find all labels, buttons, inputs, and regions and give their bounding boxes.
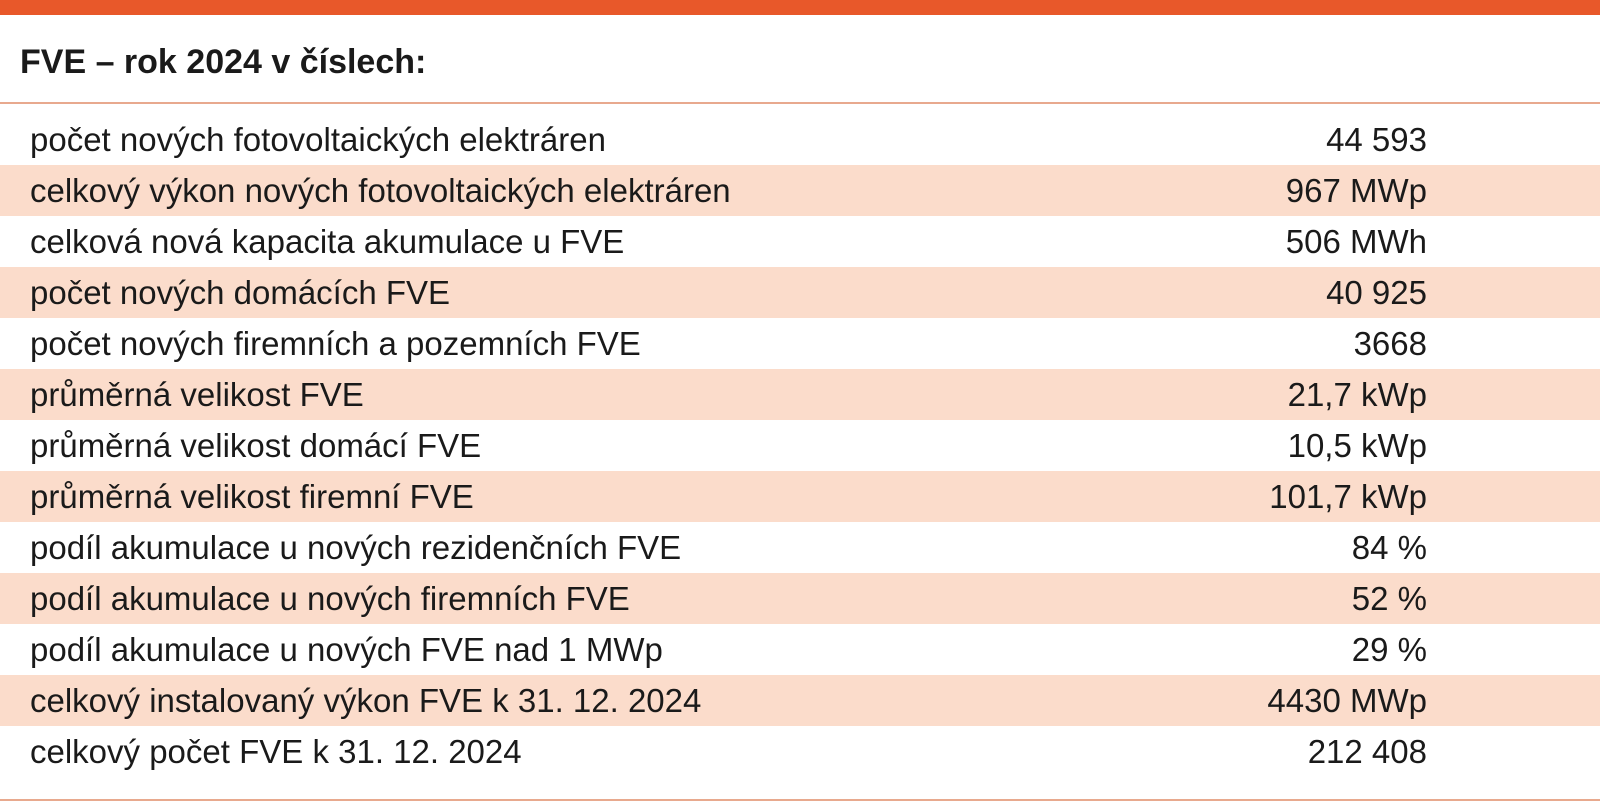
page-title: FVE – rok 2024 v číslech:: [20, 43, 427, 81]
table-row: celkový počet FVE k 31. 12. 2024 212 408: [0, 726, 1600, 777]
row-label: průměrná velikost FVE: [30, 375, 364, 413]
row-value: 101,7 kWp: [1269, 477, 1427, 515]
table-row: celkový instalovaný výkon FVE k 31. 12. …: [0, 675, 1600, 726]
table-row: celkový výkon nových fotovoltaických ele…: [0, 165, 1600, 216]
table-row: podíl akumulace u nových firemních FVE 5…: [0, 573, 1600, 624]
row-value: 212 408: [1307, 732, 1427, 770]
row-label: celkový instalovaný výkon FVE k 31. 12. …: [30, 681, 702, 719]
row-value: 29 %: [1351, 630, 1427, 668]
stats-table: počet nových fotovoltaických elektráren …: [0, 114, 1600, 777]
row-label: počet nových domácích FVE: [30, 273, 451, 311]
row-value: 4430 MWp: [1267, 681, 1427, 719]
row-value: 40 925: [1326, 273, 1427, 311]
row-value: 3668: [1353, 324, 1427, 362]
table-row: průměrná velikost FVE 21,7 kWp: [0, 369, 1600, 420]
table-row: průměrná velikost firemní FVE 101,7 kWp: [0, 471, 1600, 522]
row-label: průměrná velikost firemní FVE: [30, 477, 474, 515]
row-value: 52 %: [1351, 579, 1427, 617]
row-label: počet nových fotovoltaických elektráren: [30, 120, 606, 158]
row-value: 10,5 kWp: [1287, 426, 1427, 464]
row-value: 967 MWp: [1285, 171, 1427, 209]
header-divider: [0, 102, 1600, 104]
row-value: 21,7 kWp: [1287, 375, 1427, 413]
row-label: podíl akumulace u nových firemních FVE: [30, 579, 630, 617]
table-row: podíl akumulace u nových rezidenčních FV…: [0, 522, 1600, 573]
row-label: celková nová kapacita akumulace u FVE: [30, 222, 625, 260]
table-row: počet nových firemních a pozemních FVE 3…: [0, 318, 1600, 369]
row-label: celkový počet FVE k 31. 12. 2024: [30, 732, 522, 770]
row-label: podíl akumulace u nových FVE nad 1 MWp: [30, 630, 663, 668]
table-row: počet nových domácích FVE 40 925: [0, 267, 1600, 318]
table-row: podíl akumulace u nových FVE nad 1 MWp 2…: [0, 624, 1600, 675]
table-row: průměrná velikost domácí FVE 10,5 kWp: [0, 420, 1600, 471]
row-label: průměrná velikost domácí FVE: [30, 426, 482, 464]
row-value: 84 %: [1351, 528, 1427, 566]
footer-divider: [0, 799, 1600, 801]
table-row: celková nová kapacita akumulace u FVE 50…: [0, 216, 1600, 267]
table-row: počet nových fotovoltaických elektráren …: [0, 114, 1600, 165]
row-value: 44 593: [1326, 120, 1427, 158]
top-accent-bar: [0, 0, 1600, 15]
row-value: 506 MWh: [1285, 222, 1427, 260]
row-label: počet nových firemních a pozemních FVE: [30, 324, 641, 362]
row-label: podíl akumulace u nových rezidenčních FV…: [30, 528, 682, 566]
row-label: celkový výkon nových fotovoltaických ele…: [30, 171, 731, 209]
